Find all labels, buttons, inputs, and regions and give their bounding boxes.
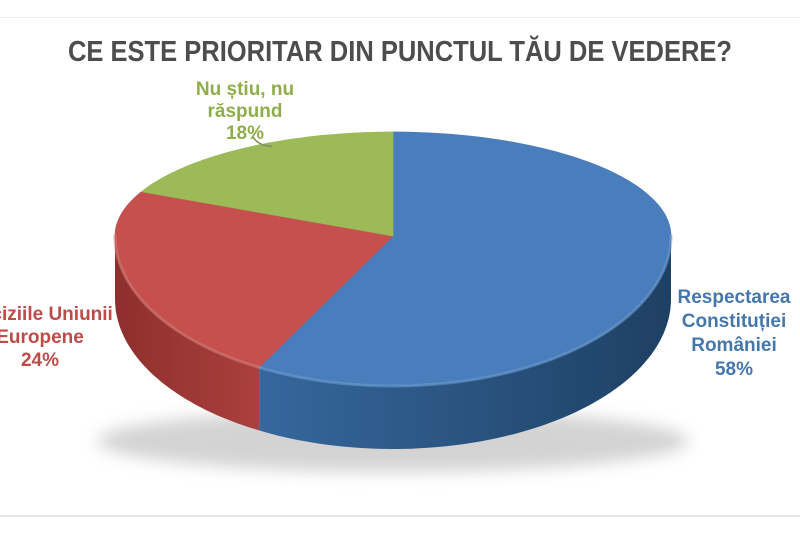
- data-label-percent: 24%: [20, 350, 60, 371]
- chart-title: CE ESTE PRIORITAR DIN PUNCTUL TĂU DE VED…: [67, 36, 733, 68]
- data-label-percent: 58%: [714, 359, 754, 380]
- pie-rim-highlight-1: [113, 234, 261, 369]
- pie-slice-side-0[interactable]: [259, 236, 671, 449]
- data-label-nu-stiu: Nu știu, nu răspund 18%: [125, 79, 365, 145]
- pie-slice-side-1[interactable]: [115, 236, 260, 431]
- bottom-divider: [0, 515, 800, 517]
- data-label-percent: 18%: [225, 123, 265, 144]
- data-label-line: Constituției: [681, 311, 787, 332]
- data-label-deciziile-ue: Deciziile Uniunii Europene 24%: [0, 303, 160, 372]
- label-leader-line: [251, 135, 273, 148]
- data-label-line: României: [691, 335, 777, 356]
- top-divider: [0, 17, 800, 18]
- data-label-respectarea-constitutiei: Respectarea Constituției României 58%: [614, 286, 800, 382]
- pie-slice-2[interactable]: [140, 131, 394, 237]
- data-label-line: răspund: [207, 101, 283, 122]
- data-label-line: Deciziile Uniunii: [0, 304, 113, 325]
- pie-rim-highlight-0: [257, 234, 673, 388]
- data-label-line: Respectarea: [677, 287, 791, 308]
- data-label-line: Europene: [0, 327, 84, 348]
- data-label-line: Nu știu, nu: [195, 79, 295, 100]
